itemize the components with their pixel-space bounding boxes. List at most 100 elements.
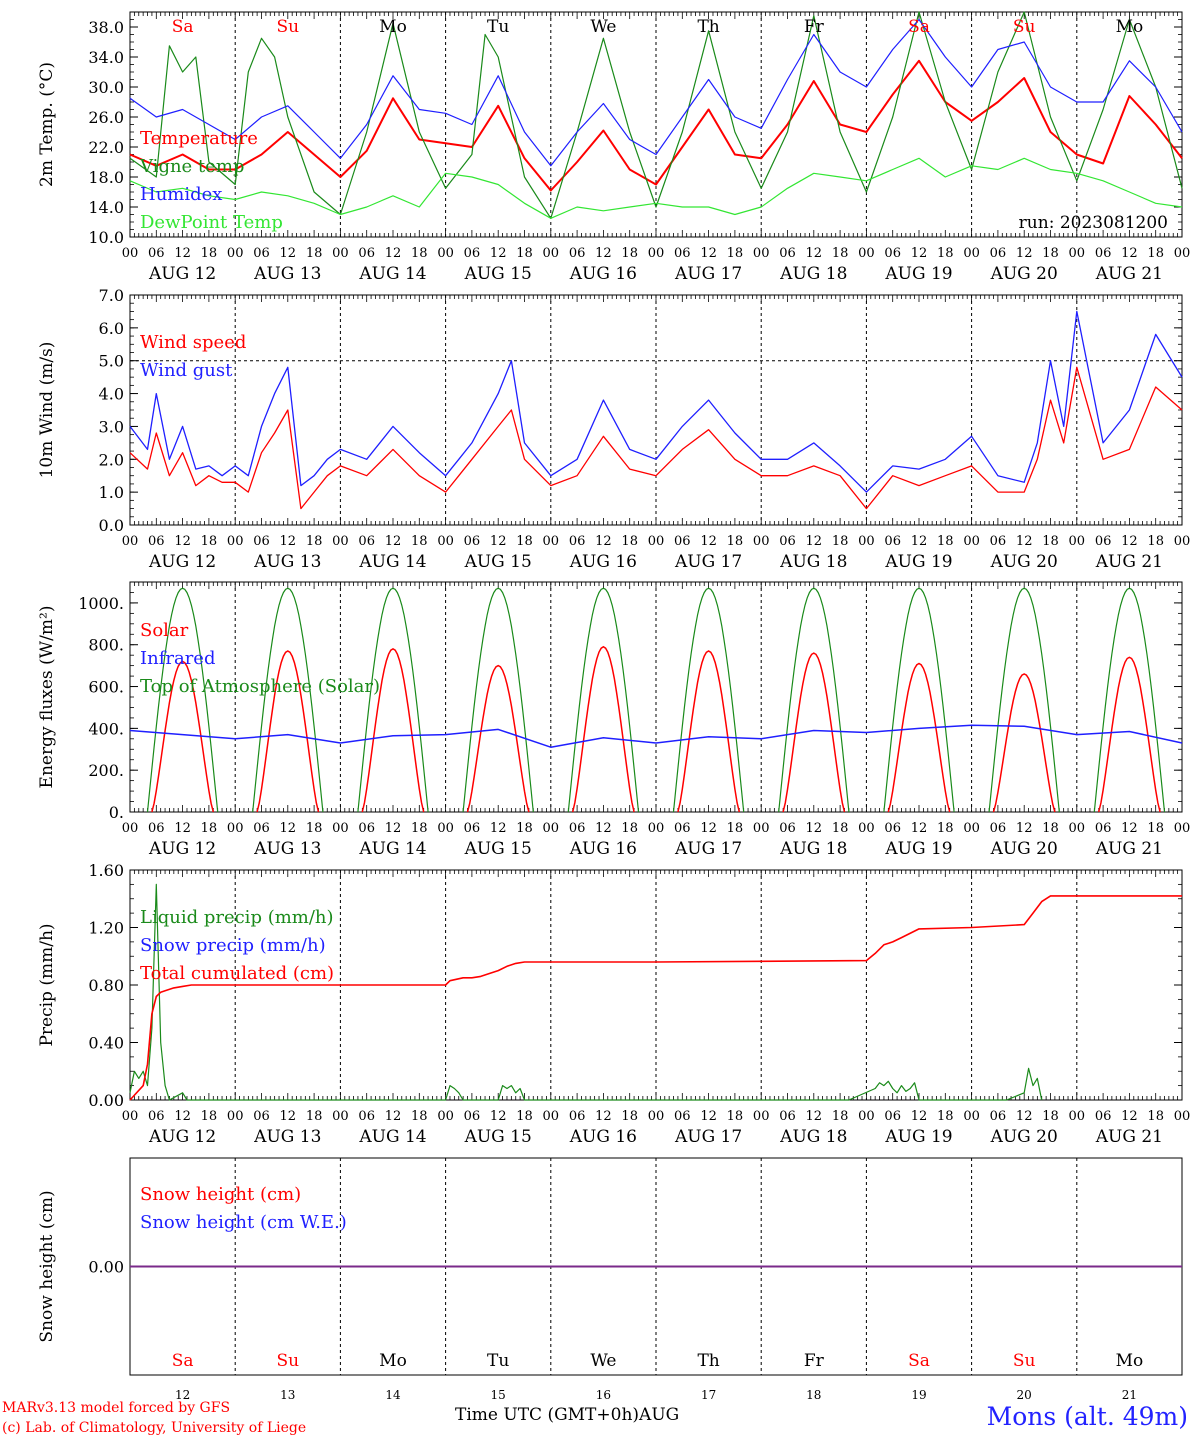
hour-label: 00: [963, 534, 980, 549]
date-label: AUG 19: [884, 264, 952, 284]
date-label: AUG 16: [569, 1127, 637, 1147]
hour-label: 00: [753, 534, 770, 549]
hour-label: 18: [937, 246, 954, 261]
hour-label: 06: [779, 821, 796, 836]
series-top-of-atmosphere-solar: [357, 587, 429, 813]
hour-label: 18: [411, 534, 428, 549]
y-tick-label: 400.: [88, 719, 124, 738]
y-tick-label: 0.00: [88, 1091, 124, 1110]
hour-label: 18: [411, 821, 428, 836]
hour-label: 00: [753, 821, 770, 836]
hour-label: 12: [385, 1109, 402, 1124]
date-label: AUG 12: [148, 839, 216, 859]
hour-label: 18: [201, 821, 218, 836]
hour-label: 00: [437, 821, 454, 836]
hour-label: 18: [832, 246, 849, 261]
day-number-label: 18: [806, 1388, 821, 1402]
date-label: AUG 14: [358, 839, 426, 859]
hour-label: 12: [595, 246, 612, 261]
hour-label: 06: [358, 246, 375, 261]
date-label: AUG 12: [148, 1127, 216, 1147]
series-vigne-temp: [129, 11, 1183, 219]
hour-label: 18: [1042, 1109, 1059, 1124]
hour-label: 00: [648, 1109, 665, 1124]
hour-label: 18: [832, 1109, 849, 1124]
day-number-label: 13: [280, 1388, 295, 1402]
legend-dewpoint-temp: DewPoint Temp: [140, 212, 283, 233]
date-label: AUG 15: [464, 839, 532, 859]
y-tick-label: 22.0: [88, 138, 124, 157]
weekday-label: Mo: [1116, 17, 1144, 37]
series-top-of-atmosphere-solar: [462, 587, 534, 813]
date-label: AUG 21: [1095, 552, 1163, 572]
hour-label: 12: [700, 821, 717, 836]
series-solar: [361, 648, 425, 813]
panel-precip: 0.00 0.40 0.80 1.20 1.60 Precip (mm/h) Liquid …: [37, 861, 1190, 1147]
hour-label: 00: [122, 534, 139, 549]
hour-label: 00: [543, 534, 560, 549]
hour-label: 18: [516, 534, 533, 549]
hour-label: 06: [148, 246, 165, 261]
hour-label: 12: [1121, 1109, 1138, 1124]
date-label: AUG 13: [253, 552, 321, 572]
hour-label: 06: [674, 246, 691, 261]
station-name: Mons (alt. 49m): [986, 1402, 1188, 1431]
hour-label: 00: [858, 534, 875, 549]
hour-label: 12: [174, 534, 191, 549]
series-solar: [256, 650, 320, 813]
day-number-label: 14: [385, 1388, 401, 1402]
hour-label: 12: [490, 534, 507, 549]
day-number-label: 12: [175, 1388, 190, 1402]
series-temperature: [129, 59, 1183, 192]
hour-label: 00: [858, 821, 875, 836]
hour-label: 12: [911, 246, 928, 261]
hour-label: 12: [1121, 821, 1138, 836]
y-tick-label: 600.: [88, 678, 124, 697]
hour-label: 18: [1042, 246, 1059, 261]
hour-label: 12: [700, 246, 717, 261]
y-tick-label: 0.80: [88, 976, 124, 995]
hour-label: 12: [1016, 1109, 1033, 1124]
hour-label: 06: [674, 1109, 691, 1124]
weekday-label: Sa: [908, 17, 930, 37]
hour-label: 00: [1069, 821, 1086, 836]
date-label: AUG 17: [674, 1127, 742, 1147]
series-top-of-atmosphere-solar: [146, 587, 219, 813]
hour-label: 00: [858, 246, 875, 261]
hour-label: 00: [648, 534, 665, 549]
hour-label: 00: [543, 821, 560, 836]
day-number-label: 15: [491, 1388, 506, 1402]
hour-label: 00: [543, 1109, 560, 1124]
hour-label: 00: [543, 246, 560, 261]
hour-label: 06: [253, 246, 270, 261]
hour-label: 00: [227, 534, 244, 549]
hour-label: 00: [227, 246, 244, 261]
hour-label: 00: [753, 246, 770, 261]
hour-label: 18: [937, 534, 954, 549]
y-tick-label: 800.: [88, 636, 124, 655]
legend-liquid-precip-mm-h-: Liquid precip (mm/h): [140, 907, 334, 928]
hour-label: 12: [280, 534, 297, 549]
weekday-label: Th: [697, 17, 719, 37]
weekday-label: Mo: [379, 17, 407, 37]
lab-credit: (c) Lab. of Climatology, University of L…: [2, 1420, 307, 1436]
legend-infrared: Infrared: [140, 648, 215, 669]
legend-solar: Solar: [140, 620, 189, 641]
hour-label: 18: [516, 246, 533, 261]
hour-label: 06: [1095, 1109, 1112, 1124]
hour-label: 06: [674, 534, 691, 549]
hour-label: 06: [253, 821, 270, 836]
series-solar: [887, 662, 951, 813]
date-label: AUG 16: [569, 552, 637, 572]
hour-label: 00: [227, 821, 244, 836]
series-top-of-atmosphere-solar: [1093, 587, 1166, 813]
date-label: AUG 12: [148, 264, 216, 284]
series-infrared: [129, 724, 1183, 748]
legend-vigne-temp: Vigne temp: [139, 156, 244, 177]
hour-label: 18: [1147, 534, 1164, 549]
panel-energy: 0. 200. 400. 600. 800. 1000. Energy fluxes (W/…: [37, 581, 1190, 859]
hour-label: 12: [700, 534, 717, 549]
legend-temperature: Temperature: [140, 128, 258, 149]
hour-label: 00: [332, 246, 349, 261]
y-tick-label: 0.0: [99, 516, 124, 535]
